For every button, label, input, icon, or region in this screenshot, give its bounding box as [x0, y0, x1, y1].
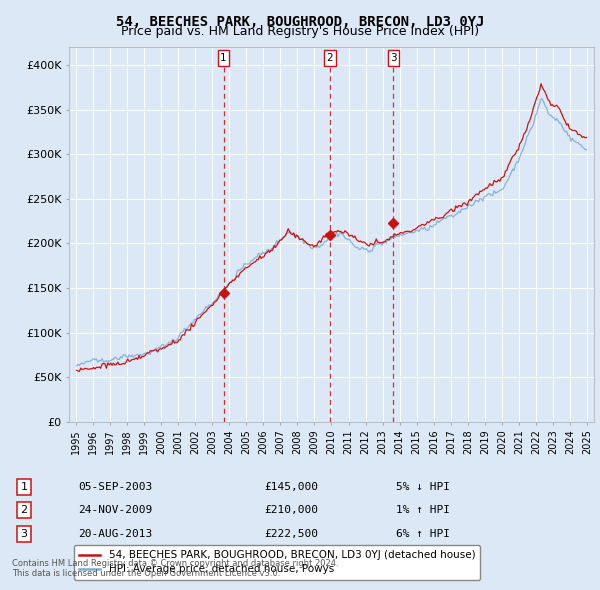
Text: 3: 3	[390, 53, 397, 63]
Text: 1% ↑ HPI: 1% ↑ HPI	[396, 506, 450, 515]
Text: Contains HM Land Registry data © Crown copyright and database right 2024.: Contains HM Land Registry data © Crown c…	[12, 559, 338, 568]
Text: 1: 1	[20, 482, 28, 491]
Text: 54, BEECHES PARK, BOUGHROOD, BRECON, LD3 0YJ: 54, BEECHES PARK, BOUGHROOD, BRECON, LD3…	[116, 15, 484, 29]
Text: 2: 2	[326, 53, 333, 63]
Text: 6% ↑ HPI: 6% ↑ HPI	[396, 529, 450, 539]
Text: 1: 1	[220, 53, 227, 63]
Text: 2: 2	[20, 506, 28, 515]
Legend: 54, BEECHES PARK, BOUGHROOD, BRECON, LD3 0YJ (detached house), HPI: Average pric: 54, BEECHES PARK, BOUGHROOD, BRECON, LD3…	[74, 545, 481, 579]
Text: 20-AUG-2013: 20-AUG-2013	[78, 529, 152, 539]
Text: £145,000: £145,000	[264, 482, 318, 491]
Text: 24-NOV-2009: 24-NOV-2009	[78, 506, 152, 515]
Text: Price paid vs. HM Land Registry's House Price Index (HPI): Price paid vs. HM Land Registry's House …	[121, 25, 479, 38]
Text: 05-SEP-2003: 05-SEP-2003	[78, 482, 152, 491]
Text: 5% ↓ HPI: 5% ↓ HPI	[396, 482, 450, 491]
Text: 3: 3	[20, 529, 28, 539]
Text: £210,000: £210,000	[264, 506, 318, 515]
Text: This data is licensed under the Open Government Licence v3.0.: This data is licensed under the Open Gov…	[12, 569, 280, 578]
Text: £222,500: £222,500	[264, 529, 318, 539]
